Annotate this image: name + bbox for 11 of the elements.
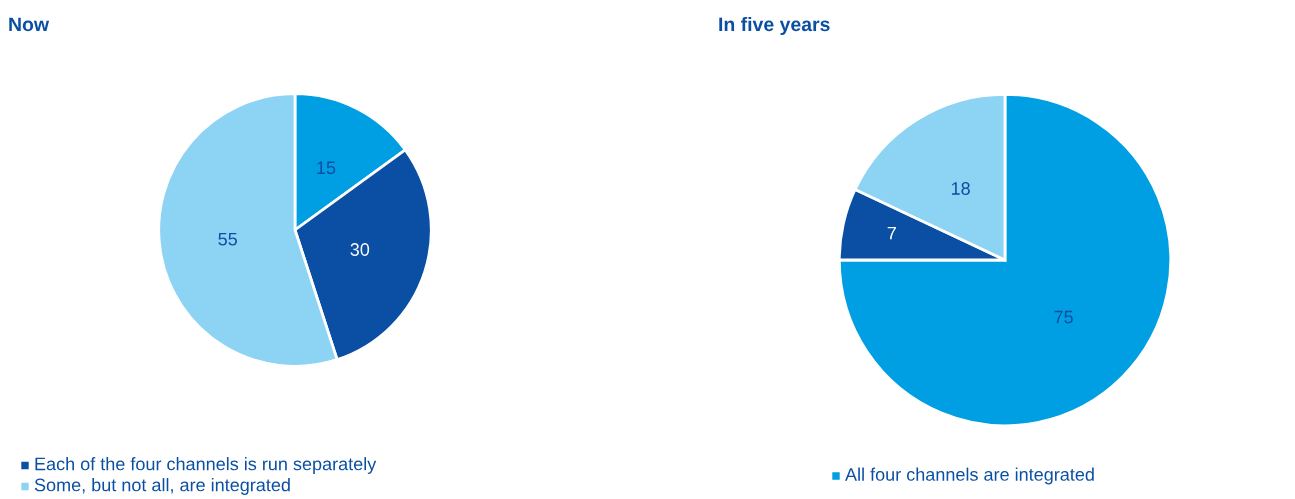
chart-title: Now <box>9 17 50 32</box>
data-label: 30 <box>350 243 370 256</box>
legend-label: Some, but not all, are integrated <box>34 478 290 495</box>
data-label: 15 <box>317 161 336 175</box>
chart-title: In five years <box>719 16 830 36</box>
legend-label: All four channels are integrated <box>845 467 1094 485</box>
data-label: 18 <box>951 182 970 195</box>
legend-label: Each of the four channels is run separately <box>35 457 377 474</box>
data-label: 7 <box>887 226 896 240</box>
data-label: 75 <box>1054 310 1073 324</box>
data-label: 55 <box>218 232 237 246</box>
